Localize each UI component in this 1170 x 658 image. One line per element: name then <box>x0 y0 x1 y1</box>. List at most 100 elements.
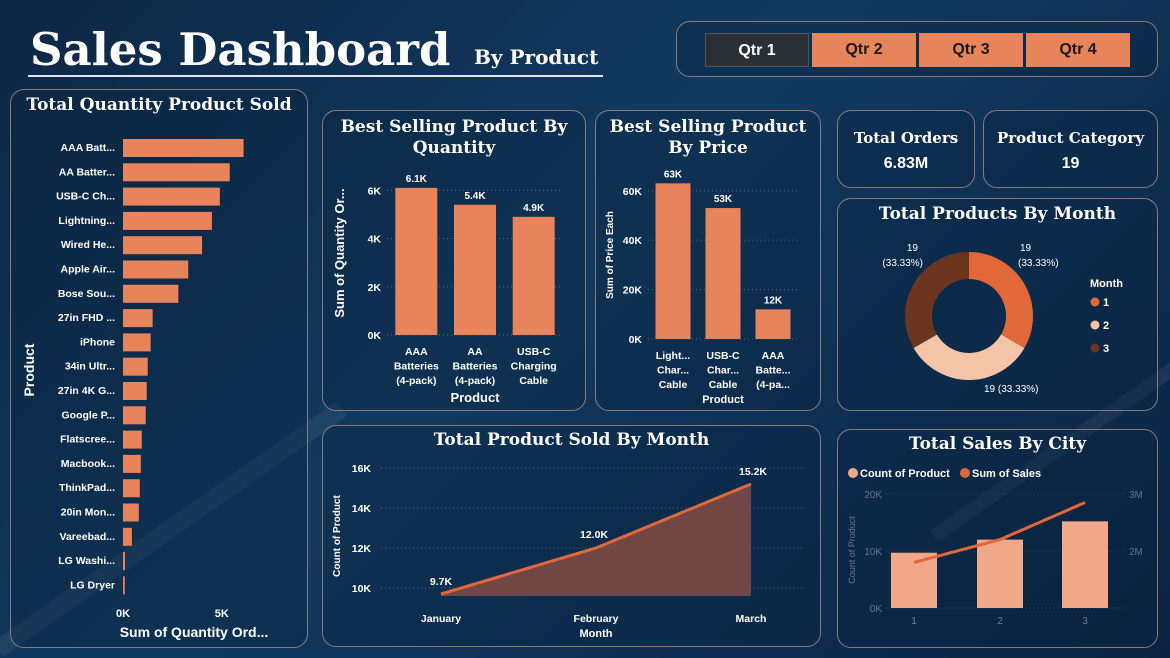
data-label: 12.0K <box>580 529 608 541</box>
x-axis-title: Product <box>450 390 500 405</box>
category-label: LG Dryer <box>70 579 115 591</box>
x-tick-label: (4-pa... <box>756 379 790 391</box>
kpi-product-category: Product Category 19 <box>983 110 1158 188</box>
bar <box>977 539 1023 608</box>
y-tick-label: 10K <box>864 547 882 558</box>
quarter-button-1[interactable]: Qtr 1 <box>705 33 809 67</box>
legend-label: Count of Product <box>860 468 950 480</box>
category-label: Wired He... <box>61 239 115 251</box>
bar <box>123 357 148 376</box>
bar <box>454 204 496 335</box>
category-label: AAA Batt... <box>61 142 116 154</box>
legend-marker <box>960 468 970 478</box>
bar <box>123 260 189 279</box>
x-tick-label: 5K <box>215 608 229 620</box>
data-label: 53K <box>714 194 733 205</box>
series-line <box>440 482 752 596</box>
quarter-button-3[interactable]: Qtr 3 <box>919 33 1023 67</box>
best-price-chart: 0K 20K 40K 60K 63K Light... Char... Cable 53K USB… <box>605 169 798 406</box>
bar <box>123 576 125 595</box>
x-axis-title: Month <box>580 628 613 640</box>
y-tick-label: 0K <box>629 334 643 346</box>
panel-products-by-month: Total Products By Month 19 (33.33%) 19 (33… <box>837 198 1158 411</box>
kpi-value: 19 <box>1061 155 1080 172</box>
x-tick-label: 1 <box>911 616 917 627</box>
kpi-label: Total Orders <box>853 129 959 147</box>
category-label: LG Washi... <box>58 555 115 567</box>
slice-label: 19 (33.33%) <box>984 384 1038 395</box>
y-axis-title: Count of Product <box>332 495 343 577</box>
y-tick-label: 2K <box>368 282 382 294</box>
legend-marker <box>1090 297 1100 307</box>
x-tick-label: Light... <box>656 350 690 362</box>
category-label: Google P... <box>62 409 116 421</box>
y-tick-label: 40K <box>623 235 643 247</box>
data-label: 9.7K <box>430 576 453 588</box>
pie-slice <box>913 334 1025 380</box>
bar <box>123 430 142 449</box>
legend-label: 2 <box>1103 320 1109 332</box>
kpi-label: Product Category <box>996 129 1145 147</box>
slice-label: 19 <box>907 243 919 254</box>
legend-label: Sum of Sales <box>972 468 1041 480</box>
category-label: ThinkPad... <box>59 482 115 494</box>
category-label: 27in 4K G... <box>58 385 115 397</box>
bar <box>123 527 132 546</box>
legend-marker <box>848 468 858 478</box>
page-subtitle: By Product <box>474 45 599 69</box>
quarter-button-2[interactable]: Qtr 2 <box>812 33 916 67</box>
pie-slice <box>969 252 1033 348</box>
x-tick-label: Char... <box>707 365 739 377</box>
chart-title: Total Product Sold By Month <box>433 430 710 450</box>
x-tick-label: 2 <box>997 616 1003 627</box>
bar <box>123 284 179 303</box>
y-tick-label: 14K <box>352 503 372 515</box>
category-label: Bose Sou... <box>58 288 115 300</box>
area-fill <box>441 484 751 596</box>
quarter-button-4[interactable]: Qtr 4 <box>1026 33 1130 67</box>
bar <box>123 503 139 522</box>
x-axis-title: Sum of Quantity Ord... <box>120 624 269 640</box>
slice-label: 19 <box>1020 243 1032 254</box>
best-quantity-chart: 0K 2K 4K 6K 6.1K AAA Batteries (4-pack) 5.4K AA Ba… <box>332 174 563 405</box>
data-label: 6.1K <box>406 174 428 185</box>
chart-title: Total Products By Month <box>878 204 1117 224</box>
category-label: Lightning... <box>58 215 115 227</box>
kpi-total-orders: Total Orders 6.83M <box>837 110 975 188</box>
bar <box>123 139 244 157</box>
bar <box>755 309 791 339</box>
panel-sales-by-city: Total Sales By City 0K 10K 20K 2M 3M 1 2 3 Count… <box>837 429 1158 648</box>
x-tick-label: February <box>574 613 619 625</box>
category-label: AA Batter... <box>59 166 115 178</box>
x-axis-title: Product <box>702 394 744 406</box>
category-label: Vareebad... <box>60 531 116 543</box>
bar <box>123 163 230 182</box>
title-underline <box>28 75 603 77</box>
y-axis-title: Product <box>21 343 37 396</box>
sales-by-city-chart: 0K 10K 20K 2M 3M 1 2 3 Count of Product Count of … <box>847 468 1143 627</box>
category-label: 27in FHD ... <box>58 312 115 324</box>
panel-best-quantity: Best Selling Product By Quantity 0K 2K 4K 6… <box>322 110 586 411</box>
bar <box>123 406 146 425</box>
bar <box>123 552 125 571</box>
legend-title: Month <box>1090 278 1123 290</box>
chart-title: Total Sales By City <box>908 434 1087 454</box>
data-label: 63K <box>664 169 683 180</box>
category-label: 34in Ultr... <box>65 361 115 373</box>
bar <box>123 187 220 206</box>
category-label: Apple Air... <box>61 264 116 276</box>
panel-sold-by-month: Total Product Sold By Month 10K 12K 14K 16K… <box>322 425 821 647</box>
y-axis-title: Sum of Quantity Or... <box>332 188 347 317</box>
x-tick-label: USB-C <box>706 350 740 362</box>
x-tick-label: Batteries <box>453 361 498 373</box>
bar <box>123 479 140 498</box>
x-tick-label: AAA <box>405 346 428 358</box>
y-tick-label: 6K <box>368 185 382 197</box>
chart-title: Best Selling Product By Quantity <box>340 117 568 158</box>
bar <box>705 208 741 339</box>
chart-title: Best Selling Product By Price <box>609 117 807 158</box>
y-tick-label: 0K <box>870 604 883 615</box>
y-tick-label: 20K <box>864 490 882 501</box>
x-tick-label: AAA <box>762 350 785 362</box>
